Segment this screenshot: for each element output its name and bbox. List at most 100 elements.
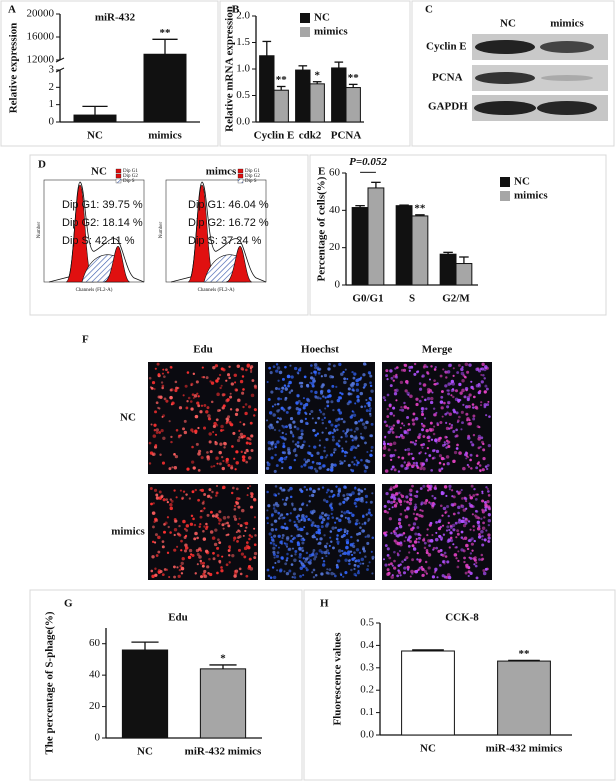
cell-dot (460, 488, 463, 492)
cell-dot (360, 557, 364, 562)
cell-dot (362, 562, 365, 565)
cell-dot (322, 412, 326, 416)
cell-dot (386, 553, 390, 557)
cell-dot (363, 425, 368, 430)
cell-dot (383, 445, 387, 448)
cell-dot (304, 402, 309, 407)
cell-dot (467, 520, 471, 523)
cell-dot (186, 467, 190, 471)
cell-dot (471, 403, 475, 406)
cell-dot (447, 575, 452, 580)
cell-dot (270, 456, 274, 460)
cell-dot (206, 451, 209, 454)
cell-dot (398, 500, 403, 504)
cell-dot (243, 555, 247, 559)
cell-dot (278, 417, 282, 421)
y-axis-label: The percentage of S-phage(%) (44, 611, 56, 754)
cell-dot (457, 520, 462, 524)
cell-dot (392, 441, 397, 446)
cell-dot (411, 558, 414, 562)
cell-dot (240, 508, 245, 513)
cell-dot (226, 515, 230, 519)
cell-dot (312, 428, 316, 432)
cell-dot (415, 490, 419, 493)
cell-dot (406, 565, 410, 570)
cell-dot (418, 566, 422, 570)
cell-dot (243, 546, 248, 551)
cell-dot (203, 426, 207, 430)
cell-dot (471, 505, 475, 509)
cell-dot (364, 555, 367, 558)
cell-dot (469, 552, 473, 555)
flow-legend-swatch (115, 168, 122, 174)
cell-dot (236, 539, 239, 543)
cell-dot (161, 386, 164, 390)
cell-dot (418, 382, 422, 385)
cell-dot (385, 424, 389, 428)
cell-dot (296, 444, 300, 448)
cell-dot (303, 463, 307, 467)
cell-dot (398, 491, 401, 495)
cell-dot (458, 518, 461, 522)
cell-dot (481, 534, 484, 538)
cell-dot (425, 572, 428, 575)
cell-dot (460, 504, 463, 507)
cell-dot (188, 497, 192, 500)
cell-dot (427, 489, 430, 492)
cell-dot (304, 417, 307, 420)
cell-dot (484, 465, 488, 468)
cell-dot (336, 538, 339, 541)
cell-dot (411, 441, 415, 444)
cell-dot (469, 458, 472, 462)
cell-dot (242, 534, 245, 537)
cell-dot (331, 431, 334, 435)
cell-dot (228, 365, 231, 369)
cell-dot (297, 519, 301, 523)
cell-dot (321, 383, 325, 387)
cell-dot (328, 495, 331, 498)
cell-dot (367, 511, 371, 515)
cell-dot (300, 465, 303, 468)
cell-dot (311, 521, 315, 525)
cell-dot (443, 441, 446, 444)
cell-dot (340, 436, 343, 439)
cell-dot (354, 446, 358, 450)
cell-dot (315, 552, 319, 556)
cell-dot (159, 569, 163, 574)
cell-dot (336, 398, 341, 403)
cell-dot (419, 508, 422, 512)
cell-dot (329, 505, 332, 508)
cell-dot (227, 463, 231, 467)
cell-dot (316, 451, 320, 455)
cell-dot (312, 549, 316, 552)
cell-dot (248, 537, 251, 541)
cell-dot (326, 468, 330, 471)
cell-dot (448, 363, 453, 367)
cell-dot (156, 362, 160, 366)
cell-dot (301, 546, 304, 550)
blot-band (537, 101, 597, 115)
cell-dot (318, 409, 321, 412)
cell-dot (444, 510, 448, 514)
cell-dot (413, 494, 416, 498)
cell-dot (427, 439, 431, 443)
cell-dot (334, 424, 338, 428)
cell-dot (433, 449, 436, 452)
cell-dot (296, 411, 301, 416)
cell-dot (423, 501, 428, 505)
cell-dot (163, 530, 166, 534)
cell-dot (352, 413, 357, 417)
cell-dot (208, 432, 212, 436)
cell-dot (481, 538, 484, 541)
cell-dot (218, 518, 222, 522)
cell-dot (235, 501, 239, 505)
cell-dot (406, 500, 409, 504)
cell-dot (203, 404, 207, 407)
bar (395, 205, 413, 286)
x-tick-label: NC (420, 743, 436, 755)
cell-dot (202, 537, 207, 541)
cell-dot (313, 366, 318, 370)
cell-dot (365, 459, 369, 463)
cell-dot (166, 516, 170, 519)
cell-dot (441, 415, 444, 418)
